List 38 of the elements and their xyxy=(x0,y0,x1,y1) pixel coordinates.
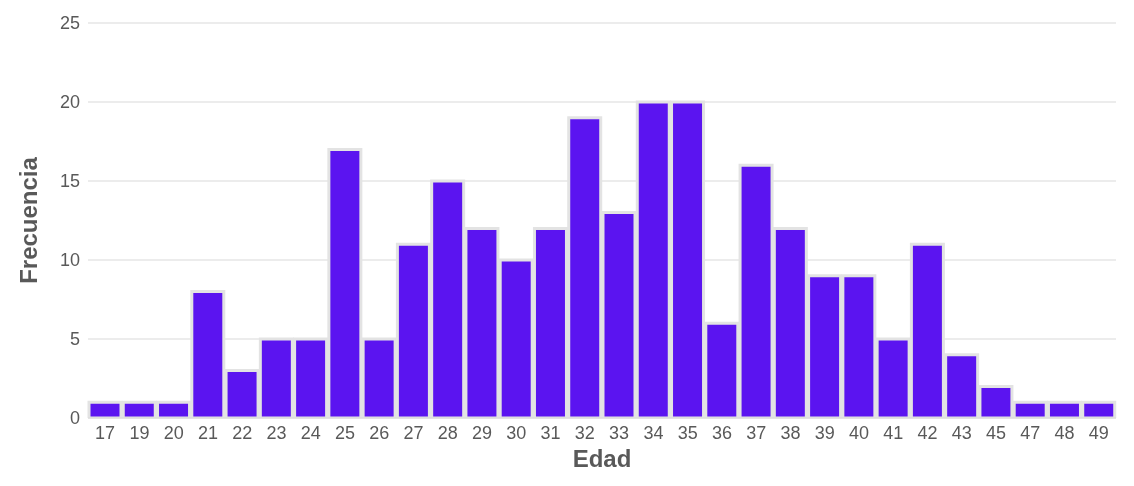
x-tick-label: 35 xyxy=(677,422,698,443)
x-tick-label: 24 xyxy=(300,422,321,443)
y-axis-title: Frecuencia xyxy=(14,156,42,284)
x-tick-label: 21 xyxy=(197,422,218,443)
x-tick-label: 39 xyxy=(814,422,835,443)
x-tick-label: 34 xyxy=(643,422,664,443)
x-tick-label: 26 xyxy=(369,422,390,443)
x-tick-label: 38 xyxy=(780,422,801,443)
x-tick-label: 37 xyxy=(746,422,767,443)
x-tick-label: 20 xyxy=(163,422,184,443)
y-tick-label: 0 xyxy=(69,408,80,429)
y-tick-label: 20 xyxy=(59,92,80,113)
x-tick-label: 30 xyxy=(506,422,527,443)
x-tick-label: 32 xyxy=(574,422,595,443)
x-tick-label: 19 xyxy=(129,422,150,443)
x-tick-label: 22 xyxy=(232,422,253,443)
x-tick-label: 25 xyxy=(334,422,356,443)
x-tick-label: 28 xyxy=(437,422,458,443)
x-tick-label: 29 xyxy=(472,422,493,443)
y-tick-label: 25 xyxy=(59,13,80,34)
x-tick-label: 17 xyxy=(95,422,116,443)
x-tick-label: 36 xyxy=(711,422,732,443)
x-axis-title: Edad xyxy=(572,445,632,473)
x-tick-label: 27 xyxy=(403,422,424,443)
y-tick-label: 5 xyxy=(69,329,80,350)
x-tick-label: 31 xyxy=(540,422,561,443)
x-tick-label: 45 xyxy=(986,422,1007,443)
x-tick-label: 48 xyxy=(1054,422,1075,443)
y-tick-label: 10 xyxy=(59,250,80,271)
y-tick-label: 15 xyxy=(59,171,80,192)
x-tick-label: 40 xyxy=(848,422,870,443)
x-tick-label: 23 xyxy=(266,422,287,443)
x-tick-label: 43 xyxy=(951,422,972,443)
x-tick-label: 41 xyxy=(883,422,904,443)
x-tick-label: 33 xyxy=(609,422,630,443)
x-tick-label: 49 xyxy=(1088,422,1109,443)
x-tick-label: 42 xyxy=(917,422,938,443)
x-tick-label: 47 xyxy=(1020,422,1041,443)
